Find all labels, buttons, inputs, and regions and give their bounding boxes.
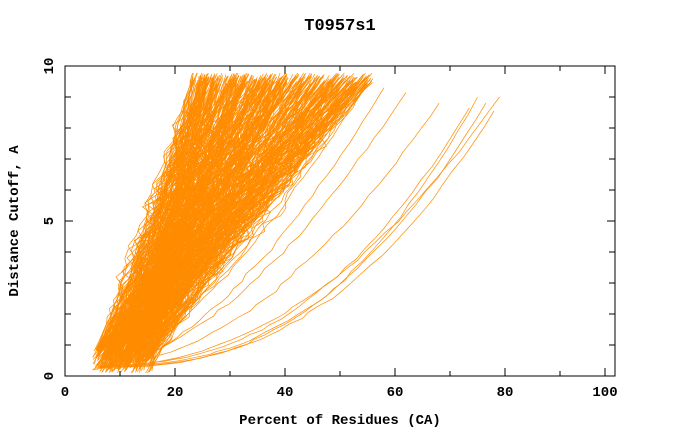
- svg-text:60: 60: [387, 385, 404, 401]
- svg-text:100: 100: [592, 385, 617, 401]
- svg-text:80: 80: [497, 385, 514, 401]
- svg-text:Percent of Residues (CA): Percent of Residues (CA): [239, 413, 441, 429]
- svg-text:5: 5: [42, 217, 58, 225]
- svg-text:0: 0: [61, 385, 69, 401]
- svg-text:10: 10: [42, 58, 58, 75]
- svg-text:Distance Cutoff, A: Distance Cutoff, A: [7, 145, 23, 297]
- svg-text:20: 20: [167, 385, 184, 401]
- svg-text:40: 40: [277, 385, 294, 401]
- svg-text:0: 0: [42, 372, 58, 380]
